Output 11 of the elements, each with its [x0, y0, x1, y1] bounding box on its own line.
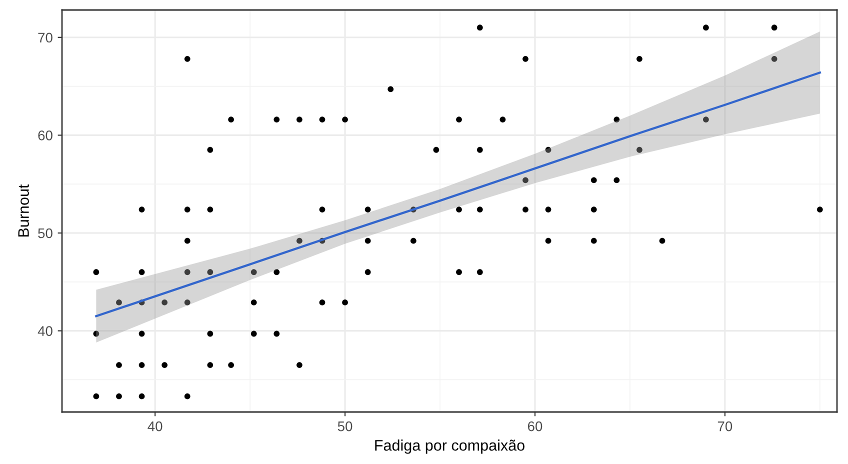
- y-axis-title: Burnout: [18, 184, 29, 236]
- x-tick-label: 60: [528, 421, 542, 432]
- y-tick-label: 70: [38, 32, 52, 43]
- y-tick-label: 40: [38, 326, 52, 336]
- y-tick-label: 60: [38, 130, 52, 140]
- x-tick-label: 50: [338, 421, 352, 432]
- y-tick-label: 50: [38, 228, 52, 238]
- x-tick-label: 70: [718, 421, 732, 432]
- x-tick-label: 40: [148, 421, 162, 432]
- x-axis-title: Fadiga por compaixão: [375, 440, 524, 454]
- line-series: [95, 71, 822, 318]
